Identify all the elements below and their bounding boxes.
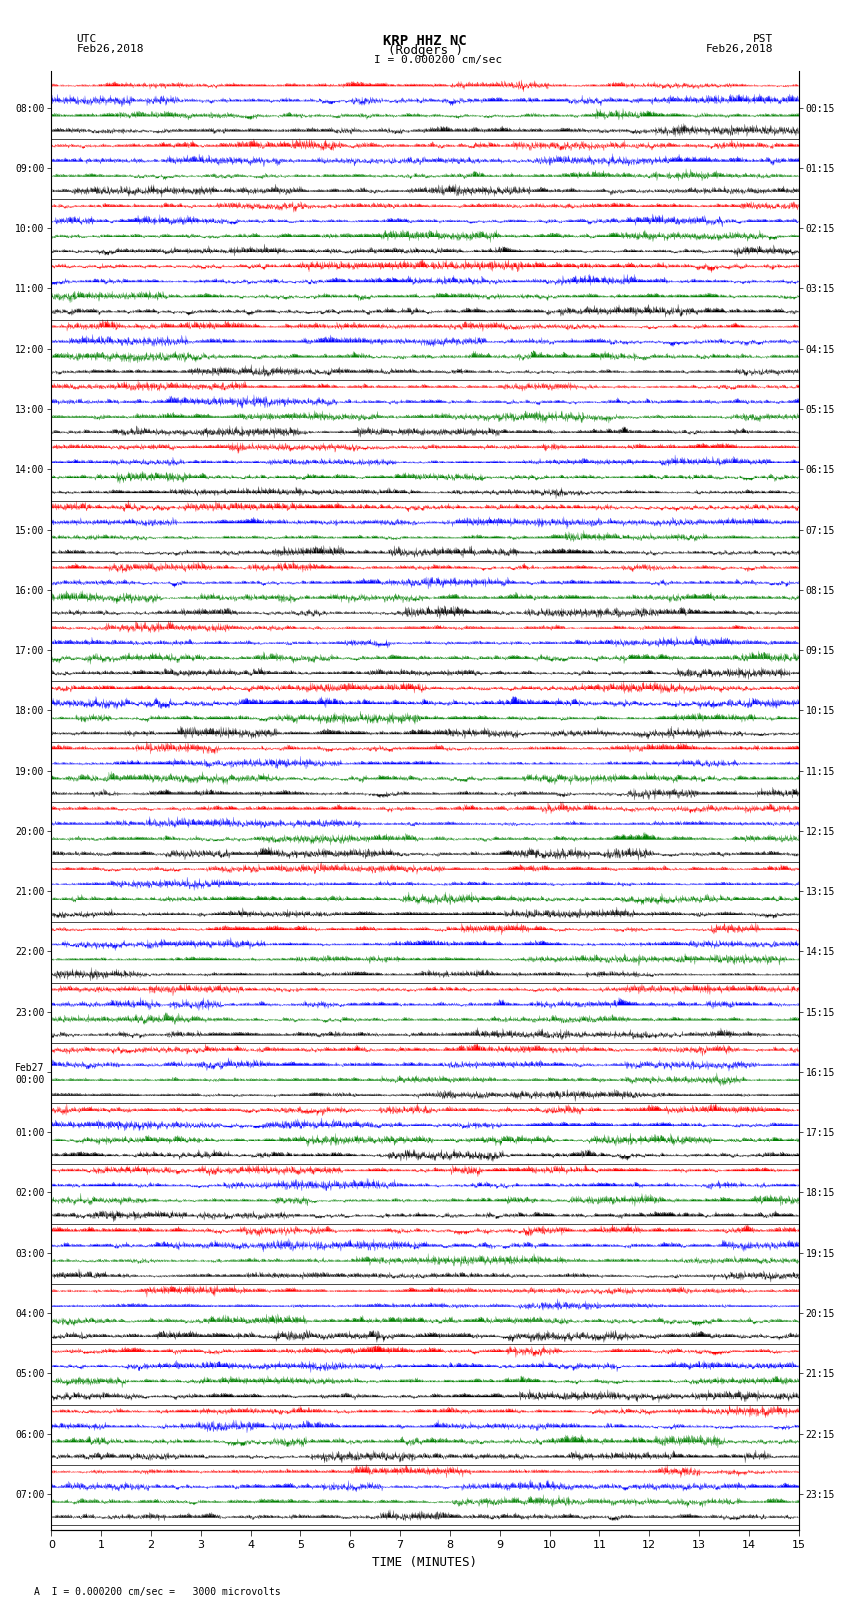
- Text: KRP HHZ NC: KRP HHZ NC: [383, 34, 467, 48]
- Text: I = 0.000200 cm/sec: I = 0.000200 cm/sec: [374, 55, 502, 65]
- X-axis label: TIME (MINUTES): TIME (MINUTES): [372, 1557, 478, 1569]
- Text: Feb26,2018: Feb26,2018: [706, 44, 774, 53]
- Text: UTC: UTC: [76, 34, 97, 44]
- Text: PST: PST: [753, 34, 774, 44]
- Text: (Rodgers ): (Rodgers ): [388, 44, 462, 56]
- Text: Feb26,2018: Feb26,2018: [76, 44, 144, 53]
- Text: A  I = 0.000200 cm/sec =   3000 microvolts: A I = 0.000200 cm/sec = 3000 microvolts: [34, 1587, 280, 1597]
